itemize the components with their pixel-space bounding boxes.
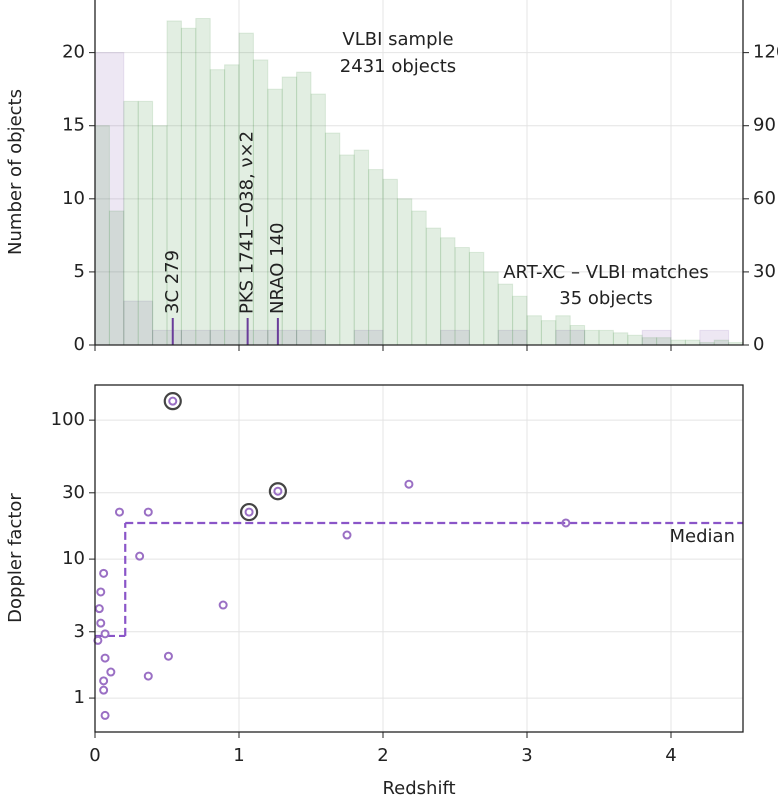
median-label: Median (670, 526, 735, 547)
histogram-bar (310, 93, 326, 346)
highlight-ring (239, 502, 259, 522)
y-tick-label: 1 (74, 687, 85, 708)
point (99, 568, 109, 578)
y-tick-label: 15 (62, 115, 85, 136)
point (99, 685, 109, 695)
point (168, 396, 178, 406)
histogram-bar (368, 169, 384, 346)
point (96, 618, 106, 628)
annotation: 3C 279 (162, 250, 183, 314)
histogram-bar (497, 283, 514, 346)
x-tick-label: 0 (89, 745, 100, 766)
histogram-bar (612, 332, 629, 346)
point (106, 667, 116, 677)
histogram-bar (195, 18, 211, 346)
legend-label: VLBI sample (342, 29, 453, 50)
y-tick-label: 3 (74, 621, 85, 642)
x-tick-label: 2 (377, 745, 388, 766)
x-tick-label: 1 (233, 745, 244, 766)
highlight-ring (163, 392, 182, 411)
histogram-bar (382, 178, 398, 346)
y-tick-label: 0 (74, 334, 85, 355)
histogram-bar (411, 210, 427, 346)
y-tick-label: 20 (62, 42, 85, 63)
y-tick-label: 100 (51, 409, 85, 430)
y2-tick-label: 30 (753, 261, 776, 282)
point (94, 604, 104, 614)
histogram-bar (180, 27, 197, 346)
y2-tick-label: 0 (753, 334, 764, 355)
highlight-ring (268, 482, 287, 501)
histogram-bar (512, 295, 528, 346)
x-tick-label: 3 (521, 745, 532, 766)
histogram-bar (656, 337, 672, 346)
point (244, 507, 254, 517)
histogram-bar (468, 251, 485, 346)
histogram-bar (425, 227, 442, 346)
histogram-bar (483, 271, 499, 346)
point (163, 651, 173, 661)
axes-frame (94, 384, 744, 733)
x-tick-label: 4 (665, 745, 676, 766)
histogram-bar (440, 237, 456, 346)
point (143, 671, 153, 681)
point (114, 507, 124, 517)
point (273, 486, 283, 496)
histogram-bar (94, 52, 125, 346)
histogram-bar (108, 210, 125, 346)
histogram-bar (627, 334, 643, 346)
point (96, 587, 106, 597)
point (100, 629, 110, 639)
point (99, 676, 109, 686)
y2-tick-label: 90 (753, 115, 776, 136)
histogram-bar (396, 198, 413, 346)
histogram-bar (454, 247, 470, 346)
y-tick-label: 10 (62, 548, 85, 569)
y-tick-label: 30 (62, 482, 85, 503)
annotation: PKS 1741−038, ν×2 (237, 131, 258, 314)
histogram-bar (555, 315, 571, 346)
histogram-bar (324, 132, 341, 346)
histogram-bar (569, 325, 586, 346)
point (135, 551, 145, 561)
axes-frame (94, 0, 744, 346)
histogram-bar (137, 100, 154, 346)
histogram-bar (94, 125, 110, 346)
point (561, 518, 571, 528)
y-axis-label: Number of objects (5, 89, 26, 255)
point (100, 710, 110, 720)
point (404, 479, 414, 489)
legend-label: 2431 objects (340, 56, 456, 77)
histogram-bar (526, 315, 542, 346)
histogram-bar (353, 149, 370, 346)
histogram-bar (339, 154, 355, 346)
histogram-bar (209, 69, 226, 346)
y2-tick-label: 120 (753, 42, 778, 63)
y2-tick-label: 60 (753, 188, 776, 209)
histogram-bar (296, 71, 312, 346)
histogram-bar (713, 339, 730, 346)
histogram-bar (598, 329, 614, 346)
histogram-bar (641, 337, 658, 346)
histogram-bar (684, 339, 701, 346)
histogram-bar (584, 329, 600, 346)
y-tick-label: 5 (74, 261, 85, 282)
point (143, 507, 153, 517)
point (342, 530, 352, 540)
point (100, 653, 110, 663)
legend-label: ART-XC – VLBI matches (503, 262, 709, 283)
histogram-bar (540, 320, 557, 346)
y-axis-label: Doppler factor (5, 493, 26, 623)
annotation: NRAO 140 (267, 223, 288, 315)
histogram-bar (670, 339, 686, 346)
point (218, 600, 228, 610)
x-axis-label: Redshift (382, 778, 455, 799)
histogram-bar (123, 100, 139, 346)
legend-label: 35 objects (559, 288, 652, 309)
y-tick-label: 10 (62, 188, 85, 209)
